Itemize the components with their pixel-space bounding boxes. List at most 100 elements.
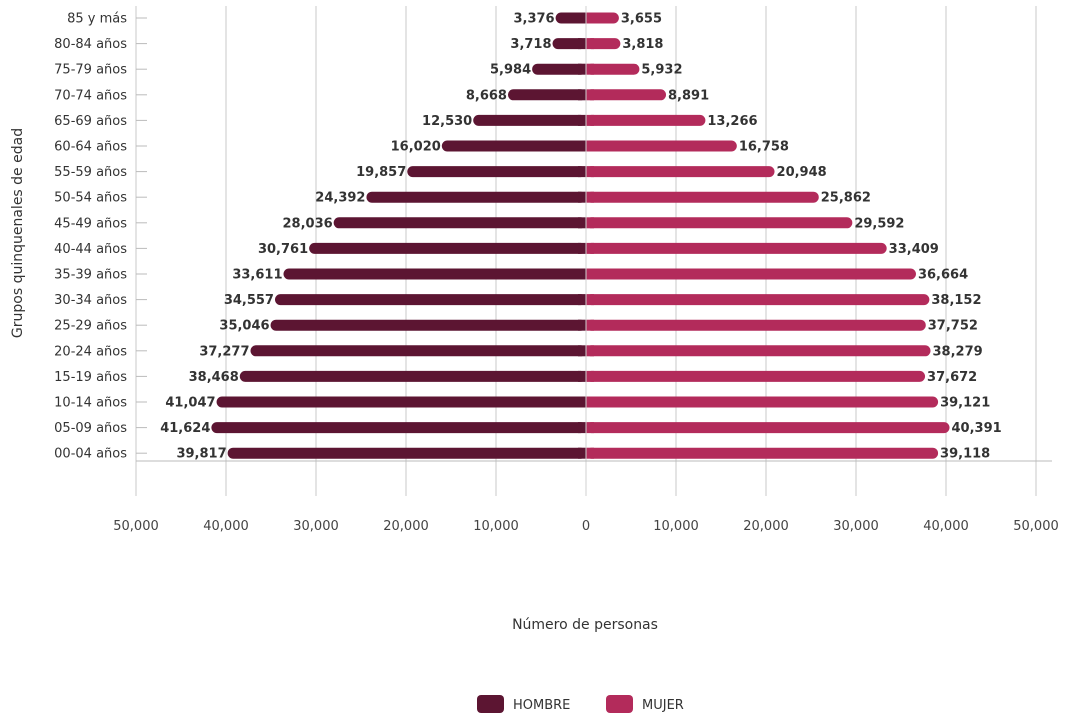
bar-mujer-start (586, 12, 594, 24)
x-tick-label: 50,000 (113, 519, 159, 534)
bar-mujer-start (586, 63, 594, 75)
bar-hombre-end (578, 166, 586, 178)
bar-hombre (250, 345, 586, 357)
bar-hombre-end (578, 345, 586, 357)
bar-hombre (441, 140, 586, 152)
bar-mujer-start (586, 89, 594, 101)
bar-hombre-end (578, 140, 586, 152)
bar-mujer (586, 319, 926, 331)
bar-mujer (586, 191, 819, 203)
data-label-mujer: 16,758 (739, 140, 789, 155)
bar-hombre-end (578, 217, 586, 229)
bar-mujer (586, 242, 887, 254)
bar-hombre (407, 166, 586, 178)
bar-mujer (586, 140, 737, 152)
bar-hombre (532, 63, 586, 75)
data-label-hombre: 24,392 (315, 191, 365, 206)
data-label-hombre: 16,020 (391, 140, 441, 155)
bar-hombre-end (578, 114, 586, 126)
data-label-hombre: 30,761 (258, 242, 308, 257)
bar-mujer-start (586, 191, 594, 203)
data-label-mujer: 33,409 (889, 242, 939, 257)
category-label: 15-19 años (54, 370, 127, 385)
data-label-hombre: 33,611 (232, 268, 282, 283)
category-label: 75-79 años (54, 63, 127, 78)
bar-hombre-end (578, 294, 586, 306)
bar-mujer-start (586, 166, 594, 178)
x-tick-label: 30,000 (293, 519, 339, 534)
x-tick-label: 30,000 (833, 519, 879, 534)
bar-hombre-end (578, 370, 586, 382)
data-label-mujer: 13,266 (707, 114, 757, 129)
bar-hombre-end (578, 447, 586, 459)
data-label-mujer: 37,672 (927, 370, 977, 385)
bar-mujer-start (586, 114, 594, 126)
bars-layer (211, 12, 950, 459)
bar-mujer (586, 396, 939, 408)
data-label-hombre: 34,557 (224, 293, 274, 308)
x-tick-label: 40,000 (203, 519, 249, 534)
bar-hombre-end (578, 191, 586, 203)
x-tick-label: 10,000 (653, 519, 699, 534)
bar-mujer (586, 345, 931, 357)
bar-mujer-start (586, 242, 594, 254)
bar-hombre-end (578, 422, 586, 434)
category-label: 55-59 años (54, 165, 127, 180)
category-label: 05-09 años (54, 421, 127, 436)
data-label-mujer: 20,948 (777, 165, 827, 180)
labels-layer: 3,376 3,655 3,718 3,818 5,984 5,932 8,668 8,891… (160, 6, 1002, 496)
x-tick-label: 20,000 (383, 519, 429, 534)
data-label-mujer: 39,118 (940, 447, 990, 462)
data-label-hombre: 38,468 (189, 370, 239, 385)
bar-hombre (366, 191, 586, 203)
data-label-mujer: 38,152 (931, 293, 981, 308)
data-label-mujer: 39,121 (940, 396, 990, 411)
data-label-mujer: 36,664 (918, 268, 968, 283)
bar-mujer-start (586, 217, 594, 229)
legend-label-hombre: HOMBRE (513, 698, 570, 713)
category-label: 85 y más (67, 12, 127, 27)
category-label: 45-49 años (54, 216, 127, 231)
bar-mujer-start (586, 370, 594, 382)
bar-mujer (586, 89, 667, 101)
bar-mujer-start (586, 447, 594, 459)
category-label: 35-39 años (54, 268, 127, 283)
bar-mujer (586, 217, 853, 229)
category-label: 20-24 años (54, 344, 127, 359)
bar-mujer (586, 114, 706, 126)
bar-hombre-end (578, 242, 586, 254)
x-axis-title: Número de personas (512, 617, 658, 633)
category-label: 25-29 años (54, 319, 127, 334)
x-tick-label: 10,000 (473, 519, 519, 534)
legend-swatch-hombre (477, 695, 504, 713)
data-label-hombre: 41,047 (165, 396, 215, 411)
category-label: 70-74 años (54, 88, 127, 103)
data-label-mujer: 29,592 (854, 216, 904, 231)
bar-mujer-start (586, 294, 594, 306)
data-label-mujer: 5,932 (641, 63, 682, 78)
category-label: 65-69 años (54, 114, 127, 129)
bar-hombre (552, 38, 586, 50)
bar-hombre-end (578, 268, 586, 280)
category-label: 30-34 años (54, 293, 127, 308)
bar-mujer (586, 370, 926, 382)
bar-mujer (586, 447, 939, 459)
bar-hombre-end (578, 319, 586, 331)
category-label: 50-54 años (54, 191, 127, 206)
legend-label-mujer: MUJER (642, 698, 684, 713)
category-label: 00-04 años (54, 447, 127, 462)
data-label-hombre: 35,046 (219, 319, 269, 334)
bar-hombre-end (578, 38, 586, 50)
data-label-mujer: 25,862 (821, 191, 871, 206)
bar-hombre (239, 370, 586, 382)
bar-hombre-end (578, 12, 586, 24)
data-label-hombre: 12,530 (422, 114, 472, 129)
bar-mujer-start (586, 140, 594, 152)
bar-mujer (586, 63, 640, 75)
data-label-hombre: 39,817 (176, 447, 226, 462)
bar-hombre-end (578, 63, 586, 75)
bar-mujer-start (586, 319, 594, 331)
data-label-hombre: 28,036 (283, 216, 333, 231)
